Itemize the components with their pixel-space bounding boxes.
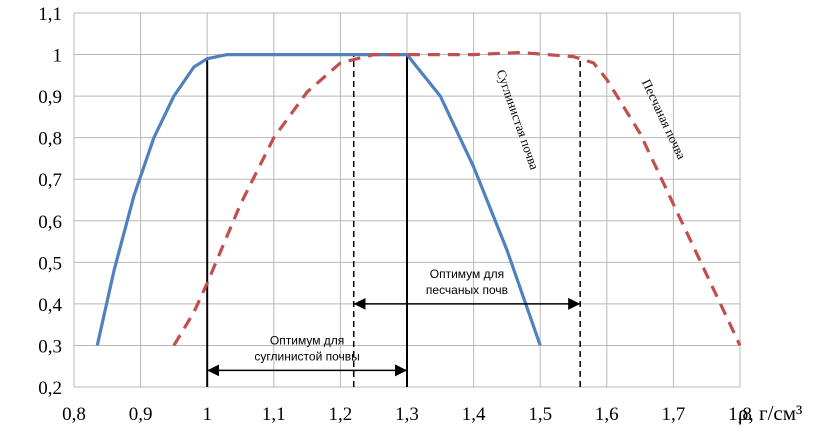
x-tick-label: 1,5: [528, 404, 552, 425]
y-tick-label: 0,5: [38, 253, 62, 274]
x-tick-label: 1,6: [595, 404, 619, 425]
optimum-range-label: песчаных почв: [426, 283, 508, 297]
y-tick-label: 0,9: [38, 87, 62, 108]
y-tick-label: 0,2: [38, 378, 62, 399]
curve-label: Суглинистая почва: [494, 68, 543, 172]
x-tick-label: 1,2: [329, 404, 353, 425]
y-axis-ticks: 0,2 0,3 0,4 0,5 0,6 0,7 0,8 0,9 1 1,1: [38, 4, 62, 399]
curve-labels: Суглинистая почва Песчаная почва: [494, 68, 690, 172]
optimum-range-label: суглинистой почвы: [254, 349, 359, 363]
x-tick-label: 0,9: [129, 404, 153, 425]
y-tick-label: 0,7: [38, 170, 62, 191]
y-tick-label: 0,8: [38, 129, 62, 150]
x-tick-label: 1,4: [462, 404, 486, 425]
x-tick-label: 1: [202, 404, 212, 425]
y-tick-label: 0,6: [38, 212, 62, 233]
x-axis-ticks: 0,8 0,9 1 1,1 1,2 1,3 1,4 1,5 1,6 1,7 1,8: [62, 404, 752, 425]
x-tick-label: 1,3: [395, 404, 419, 425]
x-tick-label: 1,1: [262, 404, 286, 425]
y-tick-label: 1: [53, 46, 63, 67]
y-tick-label: 1,1: [38, 4, 62, 25]
x-tick-label: 0,8: [62, 404, 86, 425]
optimum-ranges: Оптимум для суглинистой почвы Оптимум для п…: [207, 267, 580, 370]
optimum-range-label: Оптимум для: [270, 333, 344, 347]
x-tick-label: 1,7: [662, 404, 686, 425]
x-axis-label: ρ, г/см³: [738, 401, 802, 425]
optimum-range-label: Оптимум для: [430, 267, 504, 281]
y-tick-label: 0,3: [38, 336, 62, 357]
y-tick-label: 0,4: [38, 295, 62, 316]
